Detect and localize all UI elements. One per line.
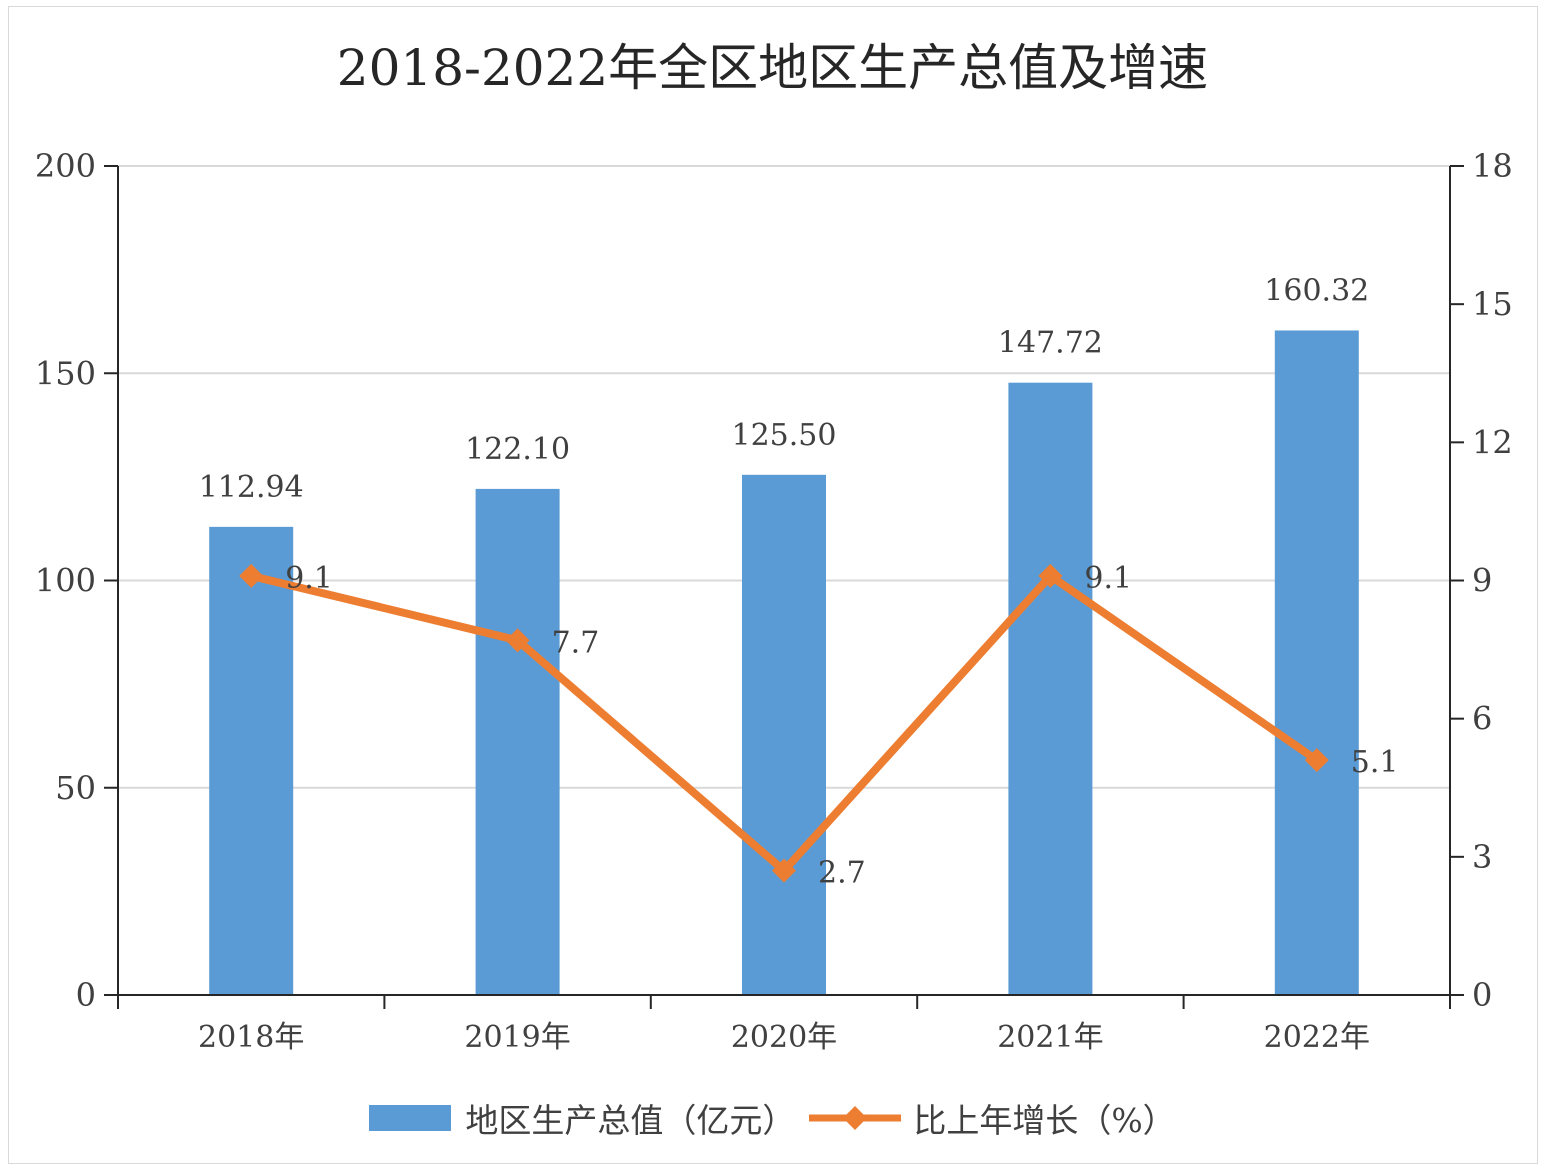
bar-data-label: 147.72 bbox=[998, 326, 1103, 361]
legend: 地区生产总值（亿元） 比上年增长（%） bbox=[0, 1094, 1545, 1142]
line-series bbox=[239, 563, 1329, 883]
legend-bar-label: 地区生产总值（亿元） bbox=[465, 1101, 796, 1140]
y-left-tick-label: 100 bbox=[35, 562, 96, 600]
legend-item-bar: 地区生产总值（亿元） bbox=[369, 1094, 795, 1142]
line-data-label: 9.1 bbox=[1084, 561, 1132, 596]
y-left-tick-label: 0 bbox=[76, 976, 96, 1014]
y-right-tick-label: 18 bbox=[1472, 147, 1513, 185]
legend-line-label: 比上年增长（%） bbox=[913, 1101, 1176, 1140]
y-left-tick-label: 50 bbox=[55, 769, 96, 807]
bar-0 bbox=[209, 526, 294, 995]
line-data-label: 7.7 bbox=[552, 625, 600, 660]
axes: 0 50 100 150 200 0 3 6 9 12 15 18 2018年 2019年 2020年 202… bbox=[35, 147, 1513, 1055]
bar-series bbox=[209, 330, 1359, 996]
legend-item-line: 比上年增长（%） bbox=[795, 1094, 1176, 1142]
bar-data-label: 125.50 bbox=[732, 418, 837, 453]
bar-2 bbox=[742, 474, 826, 995]
legend-bar-swatch bbox=[369, 1105, 452, 1131]
bar-data-label: 112.94 bbox=[199, 470, 304, 505]
bar-4 bbox=[1274, 330, 1359, 995]
legend-line-swatch bbox=[809, 1106, 902, 1130]
line-data-label: 5.1 bbox=[1351, 745, 1399, 780]
y-right-tick-label: 15 bbox=[1472, 285, 1513, 323]
line-data-label: 2.7 bbox=[818, 856, 866, 891]
x-tick-label: 2022年 bbox=[1264, 1020, 1370, 1055]
bar-data-label: 160.32 bbox=[1264, 273, 1369, 308]
bar-3 bbox=[1008, 382, 1093, 996]
line-point-3 bbox=[1038, 563, 1063, 588]
line-point-1 bbox=[505, 628, 530, 653]
line-data-label: 9.1 bbox=[285, 561, 333, 596]
data-labels: 112.94 122.10 125.50 147.72 160.32 9.1 7.7 2.7 9… bbox=[199, 273, 1399, 890]
y-left-tick-label: 200 bbox=[35, 147, 96, 185]
x-tick-label: 2021年 bbox=[997, 1020, 1103, 1055]
y-left-tick-label: 150 bbox=[35, 354, 96, 392]
x-tick-label: 2019年 bbox=[464, 1020, 570, 1055]
y-right-tick-label: 12 bbox=[1472, 423, 1513, 461]
bar-1 bbox=[475, 488, 560, 995]
y-right-tick-label: 0 bbox=[1472, 976, 1492, 1014]
y-right-tick-label: 3 bbox=[1472, 838, 1492, 876]
x-tick-label: 2018年 bbox=[198, 1020, 304, 1055]
line-point-2 bbox=[772, 858, 796, 883]
line-point-0 bbox=[239, 563, 264, 588]
line-point-4 bbox=[1304, 748, 1329, 773]
x-tick-label: 2020年 bbox=[731, 1020, 837, 1055]
y-right-tick-label: 9 bbox=[1472, 562, 1492, 600]
chart-title: 2018-2022年全区地区生产总值及增速 bbox=[336, 39, 1209, 97]
y-right-tick-label: 6 bbox=[1472, 700, 1492, 738]
bar-data-label: 122.10 bbox=[465, 432, 570, 467]
